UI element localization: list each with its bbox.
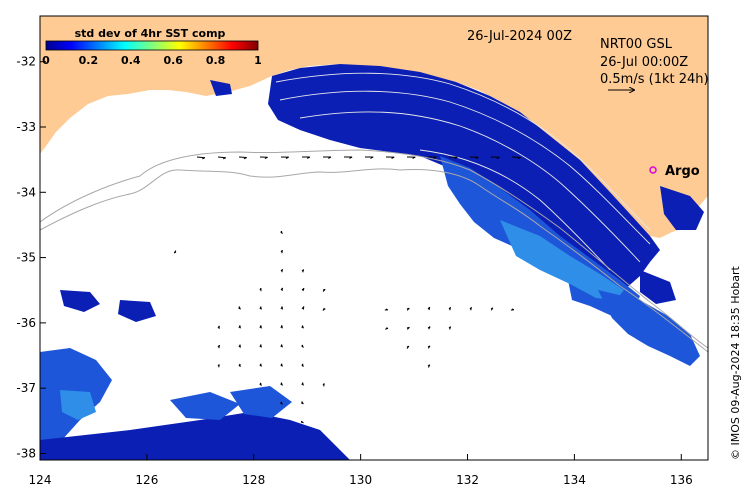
current-vectors — [173, 156, 521, 424]
current-arrow-head — [406, 326, 410, 330]
current-arrow-head — [264, 156, 268, 160]
current-arrow-head — [370, 156, 374, 159]
colorbar-tick-label: 0.2 — [79, 54, 99, 67]
sst-coverage — [40, 64, 704, 460]
x-tick-label: 134 — [563, 473, 586, 487]
current-arrow-head — [173, 250, 177, 254]
current-arrow-head — [301, 344, 304, 348]
current-arrow-head — [406, 345, 410, 349]
y-axis: -32 -33 -34 -35 -36 -37 -38 — [16, 55, 46, 460]
current-arrow-head — [391, 156, 395, 159]
y-tick-label: -37 — [16, 381, 36, 395]
current-arrow — [238, 156, 247, 158]
colorbar-tick-label: 0.8 — [206, 54, 226, 67]
current-arrow-head — [281, 269, 283, 273]
current-arrow-head — [406, 307, 410, 311]
colorbar: std dev of 4hr SST comp 0 0.2 0.4 0.6 0.8 1 — [42, 27, 262, 67]
current-arrow-head — [281, 363, 283, 367]
current-arrow-head — [428, 306, 431, 311]
current-arrow — [217, 156, 226, 159]
current-arrow-head — [281, 250, 283, 254]
current-arrow-head — [202, 157, 206, 160]
current-arrow-head — [428, 326, 431, 330]
current-arrow-head — [449, 307, 451, 311]
current-arrow-head — [280, 401, 283, 405]
current-arrow-head — [300, 420, 304, 424]
current-arrow-head — [260, 344, 262, 348]
colorbar-tick-label: 0.6 — [163, 54, 183, 67]
current-arrow-head — [302, 363, 304, 367]
argo-float-marker[interactable] — [649, 166, 657, 174]
current-arrow-head — [285, 156, 289, 159]
current-arrow-head — [280, 230, 283, 235]
current-arrow-head — [328, 156, 332, 159]
y-tick-label: -36 — [16, 316, 36, 330]
argo-label: Argo — [665, 164, 700, 179]
y-tick-label: -33 — [16, 120, 36, 134]
current-arrow-head — [496, 156, 500, 160]
info-line-3: 0.5m/s (1kt 24h) — [600, 72, 709, 87]
current-arrow-head — [427, 345, 431, 349]
current-arrow-head — [412, 156, 416, 159]
colorbar-title: std dev of 4hr SST comp — [75, 27, 226, 40]
x-tick-label: 130 — [349, 473, 372, 487]
colorbar-tick-label: 0.4 — [121, 54, 141, 67]
current-arrow-head — [454, 156, 458, 160]
sst-contours — [275, 72, 651, 271]
plot-frame — [39, 15, 709, 461]
y-tick-label: -34 — [16, 185, 36, 199]
current-arrow-head — [218, 345, 220, 349]
current-arrow-head — [243, 157, 247, 160]
current-arrow-head — [260, 382, 262, 386]
current-arrow-head — [302, 382, 304, 386]
current-arrow-head — [470, 307, 472, 311]
current-arrow — [196, 156, 206, 159]
x-tick-label: 132 — [456, 473, 479, 487]
current-arrow-head — [260, 306, 262, 310]
current-arrow-head — [517, 156, 521, 160]
current-arrow-head — [222, 157, 227, 160]
current-arrow-head — [302, 288, 305, 292]
current-arrow-head — [385, 327, 389, 330]
x-tick-label: 124 — [29, 473, 52, 487]
current-arrow-head — [302, 325, 304, 329]
y-tick-label: -35 — [16, 251, 36, 265]
colorbar-tick-label: 1 — [254, 54, 262, 67]
current-arrow-head — [490, 307, 494, 311]
colorbar-tick-label: 0 — [42, 54, 50, 67]
current-arrow-head — [260, 363, 262, 367]
current-arrow-head — [428, 364, 431, 368]
date-title: 26-Jul-2024 00Z — [467, 29, 572, 44]
current-arrow-head — [449, 326, 452, 330]
credit-text: © IMOS 09-Aug-2024 18:35 Hobart — [729, 266, 742, 460]
land-mass — [40, 16, 708, 238]
x-tick-label: 126 — [135, 473, 158, 487]
current-arrow-head — [301, 401, 304, 405]
current-arrow-head — [281, 344, 283, 348]
info-line-2: 26-Jul 00:00Z — [600, 55, 688, 70]
current-arrow-head — [260, 325, 262, 329]
y-tick-label: -32 — [16, 55, 36, 69]
current-arrow-head — [306, 156, 311, 159]
current-arrow-head — [322, 308, 326, 311]
x-tick-label: 136 — [670, 473, 693, 487]
current-arrow-head — [281, 325, 283, 329]
current-arrow-head — [280, 382, 283, 386]
current-arrow-head — [322, 289, 326, 292]
y-tick-label: -38 — [16, 446, 36, 460]
current-arrow-head — [475, 156, 479, 160]
current-arrow-head — [239, 325, 241, 329]
x-axis: 124 126 128 130 132 134 136 — [29, 454, 693, 487]
current-arrow-head — [433, 156, 437, 159]
current-arrow-head — [349, 156, 353, 159]
colorbar-gradient — [45, 40, 259, 51]
current-arrow-head — [302, 269, 305, 273]
current-arrow-head — [238, 306, 241, 310]
bathymetry-contours — [40, 149, 708, 353]
x-tick-label: 128 — [242, 473, 265, 487]
info-line-1: NRT00 GSL — [600, 37, 673, 52]
